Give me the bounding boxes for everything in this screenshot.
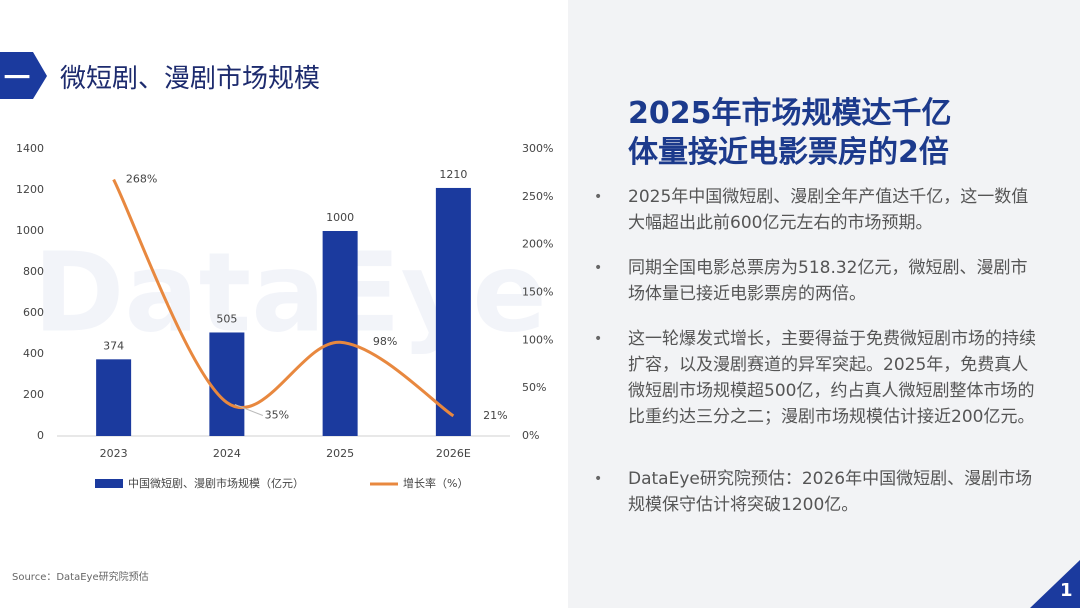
legend-swatch: [95, 479, 123, 488]
legend-label: 增长率（%）: [403, 476, 468, 490]
bar: [322, 231, 358, 436]
y-tick-label: 1200: [16, 183, 44, 196]
headline: 2025年市场规模达千亿: [628, 96, 952, 131]
y-tick-label: 400: [23, 347, 44, 360]
bullet: 2025年中国微短剧、漫剧全年产值达千亿，这一数值大幅超出此前600亿元左右的市…: [628, 187, 1029, 233]
bullet-dot: •: [594, 471, 603, 487]
y-tick-label: 600: [23, 306, 44, 319]
header-title: 微短剧、漫剧市场规模: [60, 64, 321, 94]
y-tick-label: 0: [37, 429, 44, 442]
side-panel: [568, 0, 1080, 608]
line-value-label: 21%: [483, 409, 507, 422]
bar-value-label: 374: [103, 339, 124, 352]
legend-label: 中国微短剧、漫剧市场规模（亿元）: [128, 476, 304, 490]
line: [112, 178, 455, 418]
page-corner: [1030, 560, 1080, 608]
y-tick-label: 1400: [16, 142, 44, 155]
bar: [435, 187, 471, 436]
line-value-label: 268%: [126, 173, 157, 186]
y-tick-label: 1000: [16, 224, 44, 237]
y2-tick-label: 200%: [522, 238, 553, 251]
source: Source：DataEye研究院预估: [12, 572, 149, 583]
y2-tick-label: 300%: [522, 142, 553, 155]
bullet-dot: •: [594, 189, 603, 205]
bar: [96, 359, 132, 436]
bar-value-label: 505: [216, 312, 237, 325]
line-value-label: 35%: [265, 409, 289, 422]
y2-tick-label: 50%: [522, 381, 546, 394]
chart: DataEye02004006008001000120014000%50%100…: [16, 142, 553, 490]
y-tick-label: 800: [23, 265, 44, 278]
x-tick-label: 2023: [100, 447, 128, 460]
bullet: 这一轮爆发式增长，主要得益于免费微短剧市场的持续扩容，以及漫剧赛道的异军突起。2…: [628, 329, 1036, 427]
y2-tick-label: 100%: [522, 333, 553, 346]
bullet-dot: •: [594, 260, 603, 276]
x-tick-label: 2026E: [436, 447, 471, 460]
bullet-dot: •: [594, 331, 603, 347]
headline: 体量接近电影票房的2倍: [628, 135, 949, 170]
y-tick-label: 200: [23, 388, 44, 401]
bar: [209, 332, 245, 436]
y2-tick-label: 150%: [522, 286, 553, 299]
bullet: DataEye研究院预估：2026年中国微短剧、漫剧市场规模保守估计将突破120…: [628, 469, 1033, 515]
bar-value-label: 1210: [439, 168, 467, 181]
leader: [234, 404, 264, 416]
x-tick-label: 2024: [213, 447, 241, 460]
bar-value-label: 1000: [326, 211, 354, 224]
header-badge: [0, 52, 47, 99]
header-number: 一: [4, 64, 31, 94]
y2-tick-label: 250%: [522, 190, 553, 203]
y2-tick-label: 0%: [522, 429, 539, 442]
page-number: 1: [1060, 580, 1073, 601]
line-value-label: 98%: [373, 335, 397, 348]
x-tick-label: 2025: [326, 447, 354, 460]
bullet: 同期全国电影总票房为518.32亿元，微短剧、漫剧市场体量已接近电影票房的两倍。: [628, 258, 1028, 304]
